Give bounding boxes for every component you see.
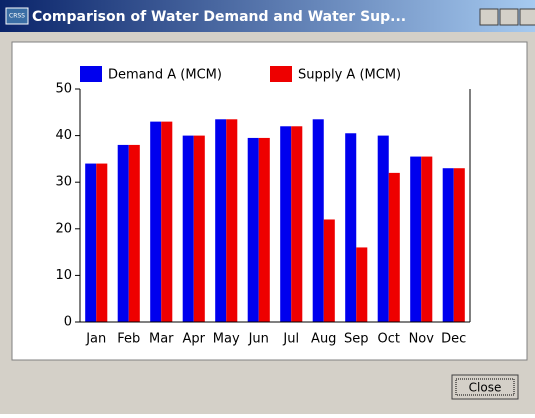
bar (280, 126, 292, 322)
bar (193, 135, 205, 322)
x-tick-label: Apr (183, 332, 206, 347)
bar (258, 137, 270, 322)
bar (388, 172, 400, 322)
bar (117, 144, 129, 322)
x-tick-label: Aug (311, 332, 336, 347)
bar (345, 133, 357, 322)
bar (85, 163, 97, 322)
bar (312, 119, 324, 322)
focus-rect (455, 378, 515, 396)
legend-swatch (270, 66, 292, 82)
bar (247, 137, 259, 322)
bar (442, 168, 454, 322)
bar (356, 247, 368, 322)
bar (410, 156, 422, 322)
x-tick-label: May (213, 332, 240, 347)
x-tick-label: Oct (378, 332, 400, 347)
title-bar (0, 0, 535, 32)
y-tick-label: 50 (55, 82, 72, 97)
bar (323, 219, 335, 322)
bar (421, 156, 433, 322)
legend-swatch (80, 66, 102, 82)
y-tick-label: 10 (55, 268, 72, 283)
legend-label: Supply A (MCM) (298, 68, 401, 83)
bar (377, 135, 389, 322)
y-tick-label: 30 (55, 175, 72, 190)
y-tick-label: 40 (55, 128, 72, 143)
x-tick-label: Nov (409, 332, 435, 347)
x-tick-label: Mar (149, 332, 174, 347)
bar (226, 119, 238, 322)
bar (161, 121, 173, 323)
x-tick-label: Feb (117, 332, 140, 347)
bar (128, 144, 140, 322)
bar (291, 126, 303, 322)
x-tick-label: Jun (248, 332, 269, 347)
bar (150, 121, 162, 323)
maximize-button[interactable] (499, 8, 519, 26)
bar (96, 163, 108, 322)
x-button[interactable] (519, 8, 535, 26)
x-tick-label: Jul (282, 332, 299, 347)
x-tick-label: Dec (441, 332, 466, 347)
legend-label: Demand A (MCM) (108, 68, 222, 83)
window-title: Comparison of Water Demand and Water Sup… (32, 9, 406, 25)
chart: 0 10 20 30 40 50 Jan Feb Mar Apr May Jun Jul Aug Sep Oc… (55, 66, 471, 347)
x-tick-label: Jan (85, 332, 106, 347)
bar (182, 135, 194, 322)
bar (215, 119, 227, 322)
bar (453, 168, 465, 322)
icon-text: CRSS (9, 13, 25, 20)
y-tick-label: 0 (64, 315, 72, 330)
close-button-label[interactable]: Close (469, 381, 502, 395)
app-icon (5, 7, 29, 25)
minimize-button[interactable] (479, 8, 499, 26)
x-tick-label: Sep (344, 332, 369, 347)
y-tick-label: 20 (55, 221, 72, 236)
